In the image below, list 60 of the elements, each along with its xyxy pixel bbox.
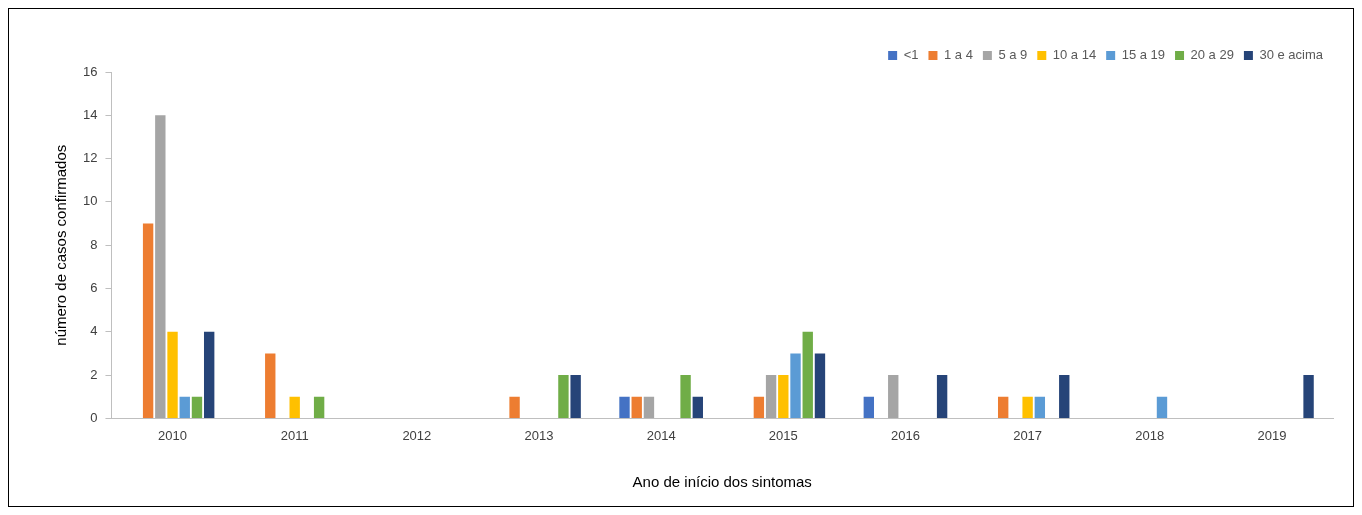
legend-label: 10 a 14 — [1052, 47, 1097, 63]
x-tick-label: 2017 — [1013, 427, 1043, 443]
bar — [863, 396, 875, 418]
bar — [1156, 396, 1168, 418]
y-tick-label: 12 — [82, 150, 98, 166]
bar — [802, 331, 813, 418]
y-tick-label: 6 — [90, 280, 98, 296]
x-tick-label: 2010 — [158, 427, 187, 443]
bar — [643, 396, 655, 418]
bar — [778, 375, 789, 418]
y-tick-label: 8 — [90, 236, 98, 252]
bar — [142, 223, 154, 418]
bar — [558, 375, 569, 418]
bar — [790, 353, 801, 418]
x-tick-label: 2018 — [1135, 427, 1165, 443]
x-tick-label: 2015 — [768, 427, 798, 443]
legend-label: 20 a 29 — [1190, 47, 1234, 63]
bar — [570, 375, 581, 418]
legend-label: 15 a 19 — [1121, 47, 1166, 63]
bar — [997, 396, 1009, 418]
bar — [1059, 375, 1070, 418]
bar — [765, 375, 777, 418]
x-tick-label: 2014 — [646, 427, 676, 443]
y-tick-label: 16 — [82, 63, 98, 79]
legend-label: 1 a 4 — [943, 47, 973, 63]
bar — [888, 375, 899, 418]
bar — [692, 396, 703, 418]
y-tick-label: 0 — [90, 409, 98, 425]
bar — [203, 331, 215, 418]
bar — [191, 396, 203, 418]
legend-label: 5 a 9 — [998, 47, 1028, 63]
bar — [167, 331, 178, 418]
y-tick-label: 2 — [90, 366, 98, 382]
bar — [1303, 375, 1314, 418]
x-tick-label: 2012 — [402, 427, 432, 443]
bar — [631, 396, 642, 418]
y-axis-title: número de casos confirmados — [52, 144, 70, 346]
bar — [814, 353, 826, 418]
bar — [155, 115, 166, 418]
bar — [509, 396, 520, 418]
y-tick-label: 10 — [82, 193, 98, 209]
x-axis-title: Ano de início dos sintomas — [632, 473, 812, 491]
bar — [265, 353, 276, 418]
x-tick-label: 2011 — [280, 427, 309, 443]
bar — [1034, 396, 1046, 418]
bar — [619, 396, 630, 418]
bar — [289, 396, 300, 418]
bar — [753, 396, 765, 418]
bar — [179, 396, 190, 418]
y-tick-label: 14 — [82, 106, 98, 122]
legend-label: <1 — [903, 47, 919, 63]
bar — [680, 375, 691, 418]
x-tick-label: 2019 — [1257, 427, 1287, 443]
bar — [1022, 396, 1033, 418]
x-tick-label: 2013 — [524, 427, 554, 443]
x-tick-label: 2016 — [891, 427, 920, 443]
legend-label: 30 e acima — [1259, 47, 1324, 63]
bar — [313, 396, 325, 418]
y-tick-label: 4 — [90, 323, 98, 339]
bar — [936, 375, 948, 418]
